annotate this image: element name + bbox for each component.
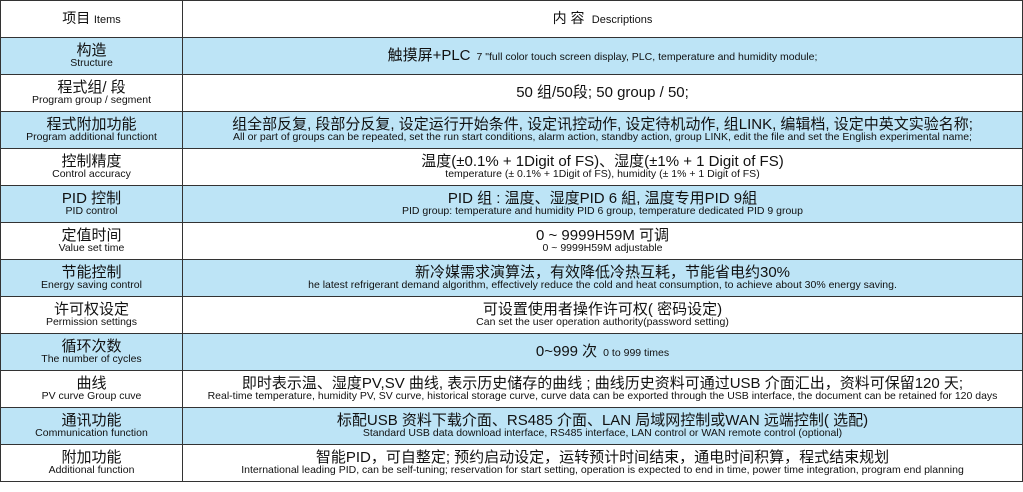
label-zh: 定值时间	[61, 226, 122, 244]
row-description: 新冷媒需求演算法，有效降低冷热互耗，节能省电约30% he latest refr…	[182, 259, 1023, 297]
label-en: PV curve Group cuve	[41, 390, 142, 403]
header-items-zh: 项目	[62, 10, 91, 27]
label-zh: PID 控制	[61, 189, 122, 207]
row-description: 智能PID，可自整定; 预约启动设定，运转预计时间结束，通电时间积算，程式结束规…	[182, 444, 1023, 482]
label-en: Additional function	[48, 464, 135, 477]
table-header: 项目 Items 内 容 Descriptions	[0, 0, 1023, 38]
label-en: PID control	[65, 205, 118, 218]
desc-zh: 温度(±0.1% + 1Digit of FS)、湿度(±1% + 1 Digi…	[421, 152, 784, 170]
desc-en: All or part of groups can be repeated, s…	[233, 131, 972, 144]
desc-en: Can set the user operation authority(pas…	[476, 316, 729, 329]
desc-en: he latest refrigerant demand algorithm, …	[308, 279, 897, 292]
label-en: Program additional functiont	[26, 131, 157, 144]
label-en: Permission settings	[45, 316, 138, 329]
desc-zh: PID 组 : 温度、湿度PID 6 組, 温度专用PID 9組	[447, 189, 758, 207]
row-label: 附加功能 Additional function	[0, 444, 183, 482]
table-row: 构造 Structure 触摸屏+PLC 7 "full color touch s…	[0, 37, 1023, 75]
row-label: 通讯功能 Communication function	[0, 407, 183, 445]
label-zh: 控制精度	[61, 152, 122, 170]
row-description: 触摸屏+PLC 7 "full color touch screen displa…	[182, 37, 1023, 75]
row-description: 0 ~ 9999H59M 可调 0 ~ 9999H59M adjustable	[182, 222, 1023, 260]
spec-table: 项目 Items 内 容 Descriptions 构造 Structure 触摸…	[0, 0, 1023, 482]
label-zh: 通讯功能	[61, 411, 122, 429]
desc-zh: 可设置使用者操作许可权( 密码设定)	[482, 300, 723, 318]
desc-en: Standard USB data download interface, RS…	[362, 427, 843, 440]
label-zh: 附加功能	[61, 448, 122, 466]
desc-zh: 触摸屏+PLC	[387, 46, 471, 64]
desc-en: International leading PID, can be self-t…	[241, 464, 964, 477]
desc-en: temperature (± 0.1% + 1Digit of FS), hum…	[445, 168, 760, 181]
table-row: 曲线 PV curve Group cuve 即时表示温、湿度PV,SV 曲线, …	[0, 370, 1023, 408]
header-descriptions: 内 容 Descriptions	[182, 0, 1023, 38]
label-zh: 许可权设定	[53, 300, 129, 318]
table-row: 程式附加功能 Program additional functiont 组全部反复…	[0, 111, 1023, 149]
row-label: 构造 Structure	[0, 37, 183, 75]
table-row: 附加功能 Additional function 智能PID，可自整定; 预约启动…	[0, 444, 1023, 482]
row-description: 0~999 次 0 to 999 times	[182, 333, 1023, 371]
desc-zh: 组全部反复, 段部分反复, 设定运行开始条件, 设定讯控动作, 设定待机动作, …	[232, 115, 973, 133]
row-label: 曲线 PV curve Group cuve	[0, 370, 183, 408]
row-label: 程式组/ 段 Program group / segment	[0, 74, 183, 112]
label-zh: 循环次数	[61, 337, 122, 355]
row-description: PID 组 : 温度、湿度PID 6 組, 温度专用PID 9組 PID grou…	[182, 185, 1023, 223]
desc-en: 0 ~ 9999H59M adjustable	[542, 242, 663, 255]
desc-en: PID group: temperature and humidity PID …	[402, 205, 803, 218]
label-en: Value set time	[58, 242, 125, 255]
desc-en: Real-time temperature, humidity PV, SV c…	[207, 390, 998, 403]
label-en: The number of cycles	[41, 353, 142, 366]
row-description: 50 组/50段; 50 group / 50;	[182, 74, 1023, 112]
label-zh: 节能控制	[61, 263, 122, 281]
label-en: Control accuracy	[52, 168, 131, 181]
label-en: Structure	[70, 57, 113, 70]
label-en: Energy saving control	[41, 279, 142, 292]
desc-en: 7 "full color touch screen display, PLC,…	[476, 50, 818, 63]
row-label: 循环次数 The number of cycles	[0, 333, 183, 371]
row-label: 节能控制 Energy saving control	[0, 259, 183, 297]
row-description: 组全部反复, 段部分反复, 设定运行开始条件, 设定讯控动作, 设定待机动作, …	[182, 111, 1023, 149]
table-row: PID 控制 PID control PID 组 : 温度、湿度PID 6 組, …	[0, 185, 1023, 223]
row-label: 程式附加功能 Program additional functiont	[0, 111, 183, 149]
row-label: 控制精度 Control accuracy	[0, 148, 183, 186]
row-description: 温度(±0.1% + 1Digit of FS)、湿度(±1% + 1 Digi…	[182, 148, 1023, 186]
table-row: 循环次数 The number of cycles 0~999 次 0 to 999…	[0, 333, 1023, 371]
row-description: 标配USB 资料下载介面、RS485 介面、LAN 局域网控制或WAN 远端控制…	[182, 407, 1023, 445]
label-zh: 构造	[76, 41, 107, 59]
header-desc-zh: 内 容	[552, 10, 585, 27]
header-items: 项目 Items	[0, 0, 183, 38]
desc-zh: 标配USB 资料下载介面、RS485 介面、LAN 局域网控制或WAN 远端控制…	[336, 411, 869, 429]
table-row: 程式组/ 段 Program group / segment 50 组/50段; …	[0, 74, 1023, 112]
table-row: 许可权设定 Permission settings 可设置使用者操作许可权( 密码…	[0, 296, 1023, 334]
table-row: 定值时间 Value set time 0 ~ 9999H59M 可调 0 ~ 99…	[0, 222, 1023, 260]
desc-zh: 智能PID，可自整定; 预约启动设定，运转预计时间结束，通电时间积算，程式结束规…	[315, 448, 890, 466]
header-items-en: Items	[93, 14, 121, 27]
row-label: 许可权设定 Permission settings	[0, 296, 183, 334]
desc-zh: 0~999 次	[535, 342, 598, 360]
desc-zh: 新冷媒需求演算法，有效降低冷热互耗，节能省电约30%	[414, 263, 791, 281]
row-description: 即时表示温、湿度PV,SV 曲线, 表示历史储存的曲线 ; 曲线历史资料可通过U…	[182, 370, 1023, 408]
row-label: 定值时间 Value set time	[0, 222, 183, 260]
table-row: 节能控制 Energy saving control 新冷媒需求演算法，有效降低冷…	[0, 259, 1023, 297]
desc-zh: 50 组/50段; 50 group / 50;	[516, 84, 689, 102]
desc-en: 0 to 999 times	[603, 346, 670, 359]
row-label: PID 控制 PID control	[0, 185, 183, 223]
label-zh: 曲线	[76, 374, 107, 392]
label-zh: 程式组/ 段	[57, 78, 126, 96]
header-desc-en: Descriptions	[591, 14, 653, 27]
table-row: 通讯功能 Communication function 标配USB 资料下载介面、…	[0, 407, 1023, 445]
row-description: 可设置使用者操作许可权( 密码设定) Can set the user opera…	[182, 296, 1023, 334]
table-row: 控制精度 Control accuracy 温度(±0.1% + 1Digit o…	[0, 148, 1023, 186]
desc-zh: 0 ~ 9999H59M 可调	[536, 226, 669, 244]
desc-zh: 即时表示温、湿度PV,SV 曲线, 表示历史储存的曲线 ; 曲线历史资料可通过U…	[241, 374, 964, 392]
label-zh: 程式附加功能	[46, 115, 137, 133]
label-en: Communication function	[35, 427, 148, 440]
label-en: Program group / segment	[31, 94, 152, 107]
